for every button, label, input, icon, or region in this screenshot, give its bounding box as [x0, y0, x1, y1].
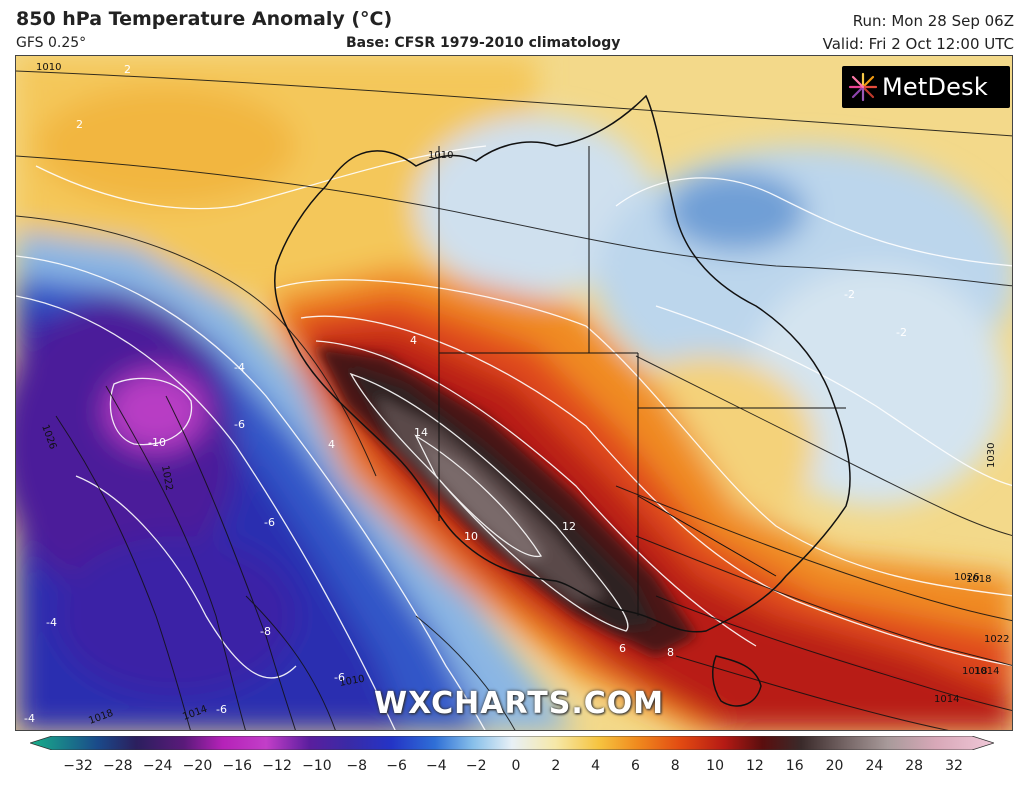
- anomaly-label: -2: [896, 326, 907, 339]
- heat-core: [316, 346, 696, 656]
- metdesk-logo: MetDesk: [842, 66, 1010, 108]
- anomaly-label: 2: [76, 118, 83, 131]
- anomaly-label: -4: [46, 616, 57, 629]
- colorbar-tick-label: −4: [426, 758, 447, 774]
- isobar-label: 1010: [428, 150, 453, 161]
- colorbar-tick-label: −10: [302, 758, 332, 774]
- anomaly-label: 14: [414, 426, 428, 439]
- isobar-label: 1022: [984, 634, 1009, 645]
- model-label: GFS 0.25°: [16, 35, 87, 51]
- isobar-label: 1010: [36, 62, 61, 73]
- colorbar-tick-label: 20: [825, 758, 844, 774]
- anomaly-contours: [16, 145, 1012, 730]
- colorbar-tick-label: −2: [465, 758, 487, 774]
- anomaly-label: -6: [334, 671, 345, 684]
- metdesk-logo-text: MetDesk: [882, 73, 988, 101]
- colorbar-tick-label: −16: [222, 758, 253, 774]
- anomaly-label: -8: [260, 625, 271, 638]
- colorbar-tick-label: 28: [905, 758, 924, 774]
- anomaly-label: -6: [264, 516, 275, 529]
- anomaly-label: 10: [464, 530, 478, 543]
- anomaly-label: 4: [410, 334, 417, 347]
- anomaly-label: 2: [124, 63, 131, 76]
- anomaly-label: 12: [562, 520, 576, 533]
- colorbar-tick-label: 12: [745, 758, 764, 774]
- colorbar-tick-label: 8: [670, 758, 680, 774]
- colorbar: [30, 736, 994, 750]
- colorbar-tick-label: −12: [262, 758, 292, 774]
- chart-title: 850 hPa Temperature Anomaly (°C): [16, 8, 393, 30]
- colorbar-tick-label: −6: [386, 758, 407, 774]
- colorbar-tick-label: −24: [142, 758, 173, 774]
- anomaly-map[interactable]: 14 10 12 -10 -8 -6 -6 -4 -6 -6 4 4 -2 2 …: [15, 55, 1013, 731]
- colorbar-tick-label: 2: [551, 758, 561, 774]
- colorbar-tick-label: 16: [785, 758, 804, 774]
- colorbar-tick-label: −32: [63, 758, 93, 774]
- coastline: [273, 94, 851, 707]
- anomaly-label: -4: [24, 712, 35, 725]
- colorbar-tick-label: 4: [591, 758, 601, 774]
- wxcharts-watermark: WXCHARTS.COM: [374, 686, 665, 721]
- valid-time-label: Valid: Fri 2 Oct 12:00 UTC: [822, 35, 1014, 53]
- colorbar-tick-label: 32: [945, 758, 963, 774]
- anomaly-labels: 14 10 12 -10 -8 -6 -6 -4 -6 -6 4 4 -2 2 …: [24, 63, 907, 725]
- isobar-label: 1014: [934, 694, 959, 705]
- colorbar-tick-label: 24: [865, 758, 884, 774]
- anomaly-label: -10: [148, 436, 166, 449]
- isobar-label: 1026: [954, 572, 979, 583]
- colorbar-tick-label: 0: [511, 758, 521, 774]
- isobars: [16, 70, 1012, 730]
- metdesk-starburst-icon: [848, 72, 878, 102]
- colorbar-tick-label: 10: [706, 758, 724, 774]
- colorbar-ticks: −32 −28 −24 −20 −16 −12 −10 −8 −6 −4 −2 0 2 4 6 8 10 12 16…: [0, 754, 1024, 778]
- anomaly-label: -2: [844, 288, 855, 301]
- map-canvas: 14 10 12 -10 -8 -6 -6 -4 -6 -6 4 4 -2 2 …: [16, 56, 1012, 730]
- anomaly-label: 8: [667, 646, 674, 659]
- anomaly-label: -4: [234, 361, 245, 374]
- anomaly-label: -6: [234, 418, 245, 431]
- colorbar-tick-label: −8: [346, 758, 368, 774]
- colorbar-tick-label: 6: [630, 758, 640, 774]
- run-time-label: Run: Mon 28 Sep 06Z: [852, 12, 1014, 30]
- anomaly-label: 4: [328, 438, 335, 451]
- isobar-label: 1022: [159, 465, 174, 492]
- isobar-label: 1018: [962, 666, 987, 677]
- isobar-label: 1018: [966, 574, 991, 585]
- colorbar-tick-label: −20: [182, 758, 213, 774]
- colorbar-tick-label: −28: [103, 758, 133, 774]
- state-borders: [438, 146, 846, 616]
- anomaly-label: 6: [619, 642, 626, 655]
- isobar-label: 1010: [339, 674, 366, 689]
- isobar-label: 1030: [986, 443, 997, 468]
- isobar-label: 1014: [974, 666, 999, 677]
- anomaly-label: -6: [216, 703, 227, 716]
- climatology-base-label: Base: CFSR 1979-2010 climatology: [346, 35, 621, 51]
